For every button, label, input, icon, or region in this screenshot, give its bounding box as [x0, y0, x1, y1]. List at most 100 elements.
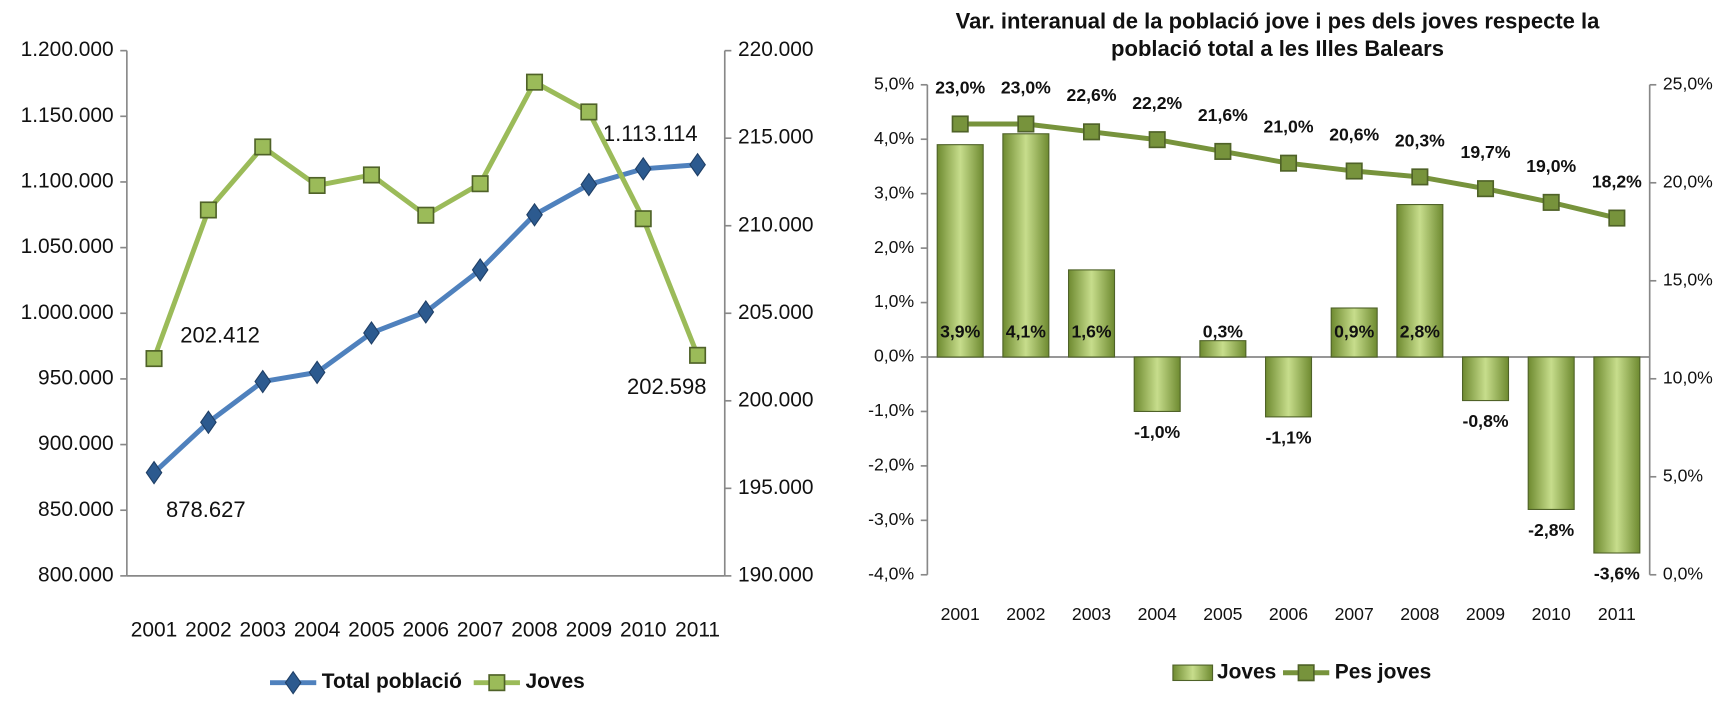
data-label: -2,8%	[1528, 520, 1574, 540]
data-label: 22,6%	[1067, 85, 1117, 105]
point-marker	[1214, 142, 1232, 160]
point-marker	[580, 103, 598, 121]
data-label: -0,8%	[1463, 411, 1509, 431]
y2-tick-label: 190.000	[738, 563, 814, 586]
data-label: 18,2%	[1592, 171, 1642, 191]
data-label: 1,6%	[1071, 321, 1111, 341]
point-marker	[1279, 154, 1298, 172]
y2-tick-label: 5,0%	[1663, 465, 1703, 485]
x-tick-label: 2009	[566, 618, 613, 641]
legend-label: Joves	[525, 670, 584, 693]
bar	[1199, 340, 1247, 358]
bar	[1330, 307, 1378, 358]
y-tick-label: 2,0%	[874, 237, 914, 257]
x-tick-label: 2004	[1138, 604, 1177, 624]
point-marker	[308, 360, 326, 385]
point-marker	[634, 156, 652, 181]
y-tick-label: 950.000	[38, 366, 114, 389]
data-label: 202.412	[180, 322, 260, 347]
x-tick-label: 2011	[675, 618, 720, 641]
point-marker	[1542, 193, 1560, 211]
y-tick-label: 1.050.000	[21, 235, 114, 258]
y2-tick-label: 20,0%	[1663, 171, 1713, 191]
y-tick-label: 1.200.000	[21, 38, 114, 61]
point-marker	[254, 138, 272, 156]
x-tick-label: 2008	[1400, 604, 1439, 624]
y2-tick-label: 195.000	[738, 476, 814, 499]
data-label: 19,0%	[1526, 156, 1576, 176]
x-tick-label: 2010	[620, 618, 667, 641]
bar	[1396, 204, 1444, 358]
y-tick-label: 1.150.000	[21, 104, 114, 127]
data-label: -3,6%	[1594, 564, 1640, 584]
point-marker	[417, 299, 435, 324]
y2-tick-label: 200.000	[738, 388, 814, 411]
x-tick-label: 2004	[294, 618, 341, 641]
point-marker	[1345, 162, 1363, 180]
y-tick-label: -4,0%	[868, 563, 914, 583]
bar	[1527, 356, 1575, 510]
x-tick-label: 2001	[941, 604, 980, 624]
y2-tick-label: 220.000	[738, 38, 814, 61]
point-marker	[1476, 180, 1495, 198]
y-tick-label: 1,0%	[874, 291, 914, 311]
data-label: 4,1%	[1006, 321, 1046, 341]
y-tick-label: -1,0%	[868, 400, 914, 420]
data-label: 19,7%	[1461, 142, 1511, 162]
x-tick-label: 2007	[457, 618, 504, 641]
legend-marker	[488, 674, 506, 692]
legend-swatch	[1172, 664, 1214, 682]
point-marker	[580, 172, 598, 197]
title-box: Var. interanual de la població jove i pe…	[956, 10, 1600, 62]
data-label: 0,9%	[1334, 321, 1374, 341]
bar	[1067, 269, 1116, 358]
legend-label: Pes joves	[1335, 660, 1431, 683]
data-label: 23,0%	[935, 77, 985, 97]
x-tick-label: 2006	[403, 618, 450, 641]
data-label: 21,6%	[1198, 105, 1248, 125]
y-tick-label: 1.100.000	[21, 169, 114, 192]
y-tick-label: 0,0%	[874, 346, 914, 366]
point-marker	[363, 320, 380, 345]
point-marker	[1148, 131, 1166, 149]
x-tick-label: 2011	[1598, 604, 1636, 624]
y2-tick-label: 0,0%	[1663, 563, 1703, 583]
legend-label: Total població	[322, 670, 462, 693]
point-marker	[200, 410, 217, 435]
y2-tick-label: 210.000	[738, 213, 814, 236]
y-tick-label: 900.000	[38, 432, 114, 455]
data-label: -1,1%	[1266, 428, 1312, 448]
point-marker	[362, 166, 380, 184]
data-label: 22,2%	[1132, 93, 1182, 113]
point-marker	[1017, 115, 1035, 133]
data-label: 202.598	[627, 374, 707, 399]
bar	[1264, 356, 1313, 418]
x-tick-label: 2007	[1335, 604, 1374, 624]
data-label: 3,9%	[940, 321, 980, 341]
y2-tick-label: 205.000	[738, 301, 814, 324]
y2-tick-label: 10,0%	[1663, 367, 1713, 387]
y-tick-label: 4,0%	[874, 128, 914, 148]
point-marker	[1411, 168, 1429, 186]
x-tick-label: 2001	[131, 618, 178, 641]
point-marker	[145, 460, 163, 485]
data-label: 1.113.114	[603, 121, 698, 146]
point-marker	[308, 176, 326, 194]
bar	[1593, 356, 1641, 554]
point-marker	[199, 201, 217, 219]
legend-marker	[1297, 664, 1315, 682]
data-label: 2,8%	[1400, 321, 1440, 341]
point-marker	[254, 369, 272, 394]
point-marker	[634, 210, 652, 228]
y-tick-label: -2,0%	[868, 455, 914, 475]
point-marker	[951, 115, 969, 133]
x-tick-label: 2005	[348, 618, 395, 641]
point-marker	[526, 202, 543, 227]
data-label: 20,3%	[1395, 130, 1445, 150]
point-marker	[471, 257, 489, 282]
point-marker	[1082, 123, 1101, 141]
legend-marker	[284, 670, 302, 695]
bar	[1133, 356, 1181, 412]
y-tick-label: 850.000	[38, 498, 114, 521]
x-tick-label: 2006	[1269, 604, 1308, 624]
